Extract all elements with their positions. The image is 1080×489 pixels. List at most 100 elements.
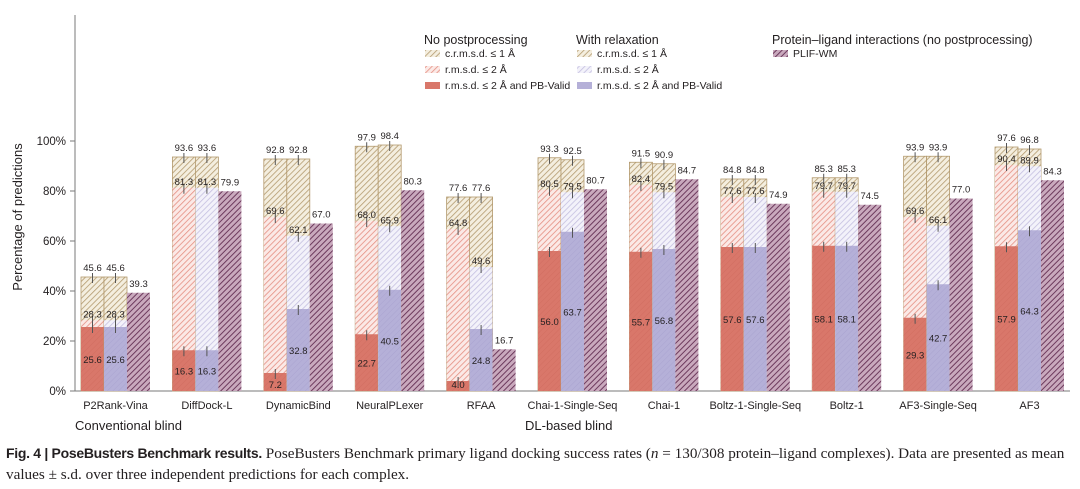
with-relaxation-bar-pbvalid — [743, 247, 767, 391]
bar-group-dynamicbind: 92.8 69.6 7.2 92.8 62.1 32.8 67.0 — [263, 145, 333, 392]
plif-wm-bar — [401, 190, 425, 391]
with-relaxation-bar-pbvalid — [835, 245, 859, 391]
bar-group-p2rank-vina: 45.6 28.3 25.6 45.6 28.3 25.6 39.3 — [80, 263, 150, 392]
with-relaxation-label-pbvalid: 40.5 — [380, 336, 399, 347]
caption-text-1: PoseBusters Benchmark primary ligand doc… — [261, 445, 651, 462]
legend-title-no-postprocessing: No postprocessing — [424, 33, 528, 47]
no-postprocessing-label-crmsd: 45.6 — [83, 263, 102, 274]
no-postprocessing-label-rmsd: 81.3 — [175, 177, 194, 188]
legend-swatch-lavender-solid — [577, 82, 592, 89]
y-axis-label: Percentage of predictions — [10, 143, 25, 291]
with-relaxation-label-rmsd: 49.6 — [472, 256, 491, 267]
legend-swatch-lavender-hatch — [577, 66, 592, 73]
y-tick-label: 100% — [37, 136, 66, 148]
legend-label: r.m.s.d. ≤ 2 Å — [597, 63, 659, 76]
no-postprocessing-label-crmsd: 97.6 — [997, 133, 1016, 144]
no-postprocessing-bar-pbvalid — [903, 317, 927, 391]
x-tick-label: Chai-1-Single-Seq — [528, 400, 618, 412]
no-postprocessing-bar-rmsd — [172, 187, 196, 391]
plif-wm-label: 77.0 — [952, 185, 971, 196]
legend-swatch-purple-hatch — [773, 50, 788, 57]
with-relaxation-bar-pbvalid — [104, 327, 127, 391]
no-postprocessing-label-crmsd: 93.9 — [906, 142, 925, 153]
plif-wm-label: 79.9 — [221, 177, 240, 188]
x-tick-label: DynamicBind — [266, 400, 331, 412]
benchmark-chart: 0% 20% 40% 60% 80% 100% Percentage of predict… — [10, 15, 1070, 433]
legend-label: PLIF-WM — [793, 48, 837, 60]
no-postprocessing-bar-rmsd — [263, 217, 287, 391]
no-postprocessing-bar-pbvalid — [263, 373, 287, 391]
x-tick-label: Boltz-1 — [830, 400, 864, 412]
with-relaxation-label-pbvalid: 58.1 — [837, 314, 856, 325]
plif-wm-label: 74.5 — [860, 191, 879, 202]
plif-wm-label: 80.3 — [403, 176, 422, 187]
y-tick-label: 40% — [43, 286, 66, 298]
with-relaxation-label-crmsd: 77.6 — [472, 183, 491, 194]
legend-title-with-relaxation: With relaxation — [576, 33, 659, 47]
with-relaxation-bar-pbvalid — [561, 231, 584, 391]
with-relaxation-label-rmsd: 65.9 — [380, 215, 399, 226]
no-postprocessing-bar-pbvalid — [81, 327, 104, 391]
bar-group-boltz-1: 85.3 79.7 58.1 85.3 79.7 58.1 74.5 — [811, 164, 882, 392]
caption-title: Fig. 4 | PoseBusters Benchmark results. — [6, 445, 262, 461]
no-postprocessing-bar-pbvalid — [355, 334, 379, 391]
with-relaxation-label-pbvalid: 32.8 — [289, 346, 308, 357]
plif-wm-bar — [858, 204, 882, 391]
x-tick-label: Chai-1 — [648, 400, 680, 412]
with-relaxation-label-crmsd: 93.6 — [198, 143, 217, 154]
with-relaxation-label-crmsd: 93.9 — [929, 142, 948, 153]
no-postprocessing-label-rmsd: 90.4 — [997, 154, 1016, 165]
no-postprocessing-label-crmsd: 93.6 — [175, 143, 194, 154]
y-tick-label: 0% — [49, 386, 66, 398]
no-postprocessing-label-crmsd: 77.6 — [449, 183, 468, 194]
x-tick-label: AF3-Single-Seq — [899, 400, 977, 412]
figure-caption: Fig. 4 | PoseBusters Benchmark results. … — [6, 443, 1076, 485]
bar-group-af3: 97.6 90.4 57.9 96.8 89.9 64.3 84.3 — [994, 133, 1064, 392]
caption-n: n — [650, 445, 659, 462]
x-tick-label: P2Rank-Vina — [83, 400, 148, 412]
plif-wm-label: 39.3 — [129, 279, 148, 290]
plif-wm-label: 84.7 — [678, 165, 697, 176]
legend-swatch-tan — [577, 50, 592, 57]
with-relaxation-label-crmsd: 90.9 — [655, 150, 674, 161]
legend-label: r.m.s.d. ≤ 2 Å and PB-Valid — [597, 79, 722, 92]
with-relaxation-bar-pbvalid — [1018, 230, 1041, 391]
no-postprocessing-label-rmsd: 82.4 — [632, 174, 651, 185]
bar-group-rfaa: 77.6 64.8 4.0 77.6 49.6 24.8 16.7 — [446, 183, 516, 392]
group-label-dl: DL-based blind — [525, 418, 612, 433]
no-postprocessing-bar-pbvalid — [995, 246, 1018, 391]
plif-wm-bar — [218, 191, 242, 391]
with-relaxation-bar-pbvalid — [652, 249, 676, 391]
plif-wm-bar — [949, 198, 973, 391]
with-relaxation-label-rmsd: 79.5 — [563, 181, 582, 192]
legend-label: c.r.m.s.d. ≤ 1 Å — [445, 47, 515, 60]
with-relaxation-label-rmsd: 77.6 — [746, 186, 765, 197]
plif-wm-label: 16.7 — [495, 335, 514, 346]
with-relaxation-bar-pbvalid — [195, 350, 219, 391]
x-tick-label: DiffDock-L — [181, 400, 232, 412]
no-postprocessing-bar-pbvalid — [720, 247, 744, 391]
no-postprocessing-bar-pbvalid — [172, 350, 196, 391]
legend-swatch-red-hatch — [425, 66, 440, 73]
no-postprocessing-label-crmsd: 85.3 — [814, 164, 833, 175]
plif-wm-bar — [584, 189, 607, 391]
legend-swatch-red-solid — [425, 82, 440, 89]
group-label-conventional: Conventional blind — [75, 418, 182, 433]
no-postprocessing-label-rmsd: 68.0 — [357, 210, 376, 221]
with-relaxation-label-rmsd: 89.9 — [1020, 155, 1039, 166]
with-relaxation-label-rmsd: 66.1 — [929, 215, 948, 226]
with-relaxation-label-crmsd: 92.8 — [289, 145, 308, 156]
bar-group-chai-1-single-seq: 93.3 80.5 56.0 92.5 79.5 63.7 80.7 — [537, 144, 607, 392]
with-relaxation-label-rmsd: 81.3 — [198, 177, 217, 188]
no-postprocessing-bar-pbvalid — [629, 251, 653, 391]
with-relaxation-label-crmsd: 92.5 — [563, 146, 582, 157]
bar-group-chai-1: 91.5 82.4 55.7 90.9 79.5 56.8 84.7 — [629, 148, 699, 392]
plif-wm-bar — [309, 223, 333, 391]
with-relaxation-label-pbvalid: 42.7 — [929, 334, 948, 345]
y-tick-label: 20% — [43, 336, 66, 348]
x-tick-label: RFAA — [467, 400, 496, 412]
x-tick-label: Boltz-1-Single-Seq — [709, 400, 801, 412]
with-relaxation-bar-pbvalid — [378, 289, 402, 391]
with-relaxation-label-pbvalid: 57.6 — [746, 315, 765, 326]
no-postprocessing-bar-pbvalid — [812, 245, 836, 391]
